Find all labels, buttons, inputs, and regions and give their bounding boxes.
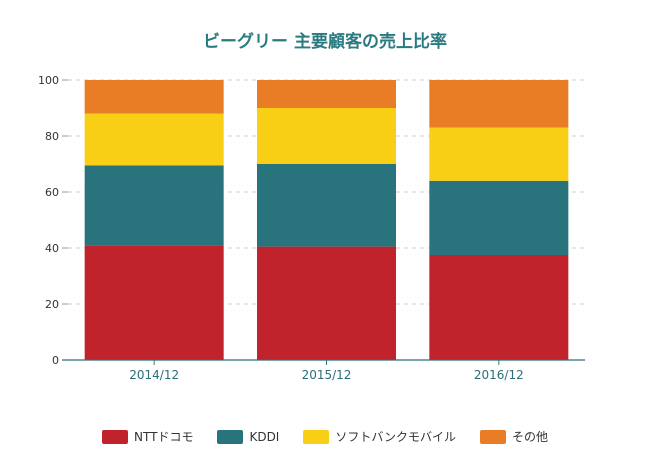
- x-tick-label: 2016/12: [474, 368, 524, 382]
- legend-swatch: [303, 429, 330, 444]
- legend-item[interactable]: その他: [479, 428, 548, 445]
- bar-segment: [429, 80, 569, 128]
- legend-label: NTTドコモ: [134, 430, 194, 444]
- chart-title: ビーグリー 主要顧客の売上比率: [203, 32, 447, 52]
- y-tick-label: 60: [45, 186, 59, 199]
- legend-item[interactable]: KDDI: [217, 429, 280, 444]
- bar-segment: [84, 245, 224, 360]
- bar-segment: [84, 80, 224, 114]
- bar-segment: [429, 127, 569, 181]
- legend-swatch: [102, 429, 129, 444]
- legend: NTTドコモ KDDI ソフトバンクモバイル その他: [0, 428, 650, 445]
- y-tick-label: 20: [45, 298, 59, 311]
- y-tick-label: 40: [45, 242, 59, 255]
- bar-segment: [84, 165, 224, 246]
- bar-segment: [257, 80, 396, 108]
- legend-item[interactable]: NTTドコモ: [102, 428, 193, 445]
- legend-label: その他: [511, 430, 548, 444]
- x-tick-label: 2015/12: [302, 368, 352, 382]
- bar-segment: [257, 246, 396, 360]
- y-tick-label: 80: [45, 130, 59, 143]
- bar-segment: [429, 180, 569, 255]
- legend-swatch: [479, 429, 506, 444]
- legend-swatch: [217, 429, 244, 444]
- legend-label: ソフトバンクモバイル: [335, 430, 456, 444]
- x-tick-label: 2014/12: [129, 368, 179, 382]
- bar-segment: [257, 108, 396, 164]
- bar-segment: [84, 113, 224, 166]
- legend-item[interactable]: ソフトバンクモバイル: [303, 428, 456, 445]
- legend-label: KDDI: [249, 429, 280, 444]
- y-tick-label: 0: [52, 354, 59, 367]
- y-tick-label: 100: [38, 74, 59, 87]
- bar-segment: [429, 255, 569, 360]
- bar-segment: [257, 164, 396, 247]
